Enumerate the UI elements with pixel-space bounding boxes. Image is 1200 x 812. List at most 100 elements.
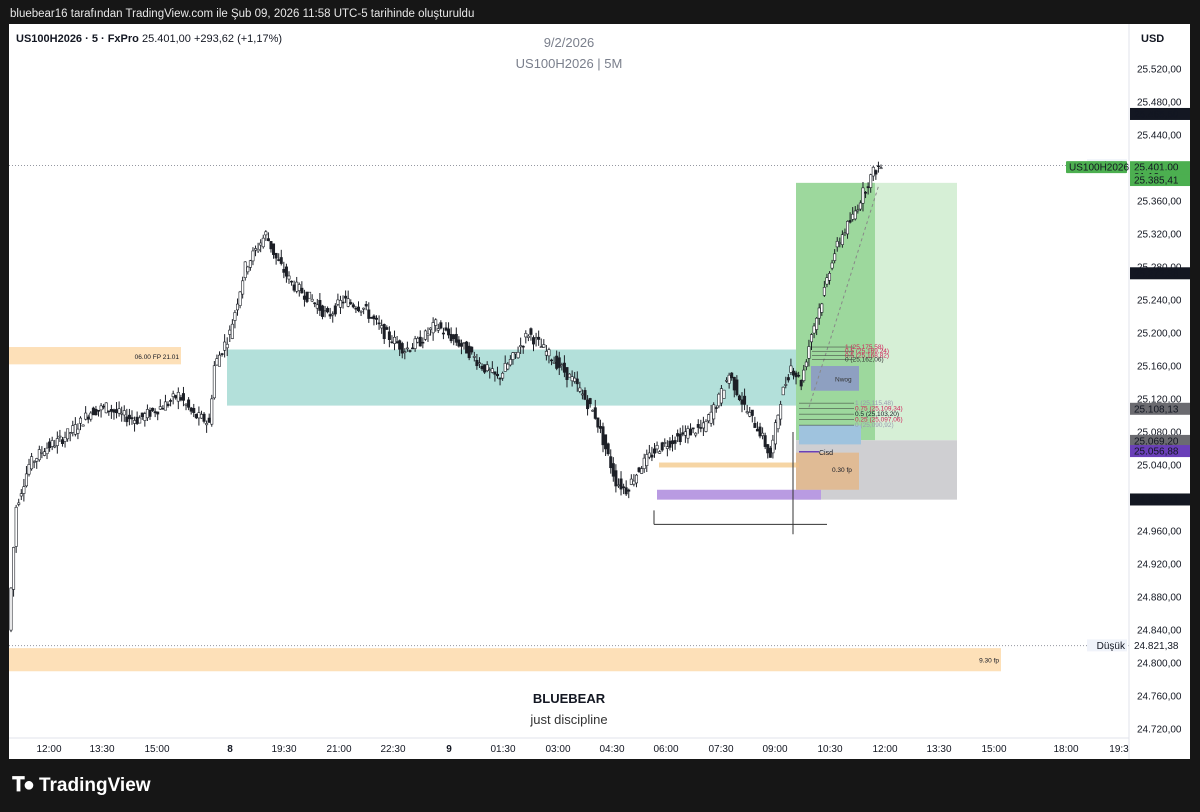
- candle-body: [78, 417, 82, 424]
- candle-body: [60, 439, 64, 444]
- candle-body: [799, 380, 803, 387]
- candle-body: [225, 343, 229, 349]
- last-price: 25.401,00: [141, 33, 191, 45]
- candle-body: [385, 327, 389, 330]
- candle-body: [454, 333, 458, 343]
- price-badge-bg: [1130, 161, 1190, 174]
- candle-body: [604, 434, 608, 450]
- currency-label[interactable]: USD: [1141, 33, 1165, 45]
- candle-body: [176, 391, 180, 402]
- candle-body: [444, 327, 448, 331]
- candle-body: [331, 313, 335, 316]
- candle-body: [434, 319, 438, 326]
- price-tick-label: 24.800,00: [1137, 659, 1182, 670]
- candle-body: [86, 416, 90, 420]
- candle-body: [699, 427, 703, 429]
- candle-body: [498, 377, 502, 380]
- candle-body: [135, 416, 139, 424]
- candle-body: [362, 307, 366, 310]
- candle-body: [284, 266, 288, 277]
- candle-body: [611, 463, 615, 477]
- candle-body: [279, 257, 283, 264]
- candle-body: [246, 266, 250, 273]
- candle-body: [758, 426, 762, 437]
- candle-body: [766, 444, 770, 454]
- candle-body: [671, 440, 675, 445]
- price-tick-label: 24.720,00: [1137, 725, 1182, 736]
- orange-fp-box: [796, 452, 859, 490]
- candle-body: [586, 399, 590, 410]
- candle-body: [493, 371, 497, 375]
- candles-layer: [9, 161, 883, 633]
- price-badge-label: 24.821,38: [1134, 641, 1179, 652]
- fib-upper-label: 0.5 (25,169,24): [845, 348, 889, 355]
- price-tick-label: 25.080,00: [1137, 428, 1182, 439]
- price-tick-label: 25.200,00: [1137, 329, 1182, 340]
- candle-body: [763, 435, 767, 447]
- candle-body: [292, 284, 296, 291]
- price-badge-bg: [1130, 267, 1190, 280]
- candle-body: [634, 474, 638, 484]
- candle-body: [712, 404, 716, 420]
- price-chart[interactable]: 06.00 FP 21.01 9.30 fp 0.30 fp Cisd Nwog 1 (2…: [9, 24, 1190, 759]
- time-tick-label: 19:3: [1109, 744, 1129, 755]
- candle-body: [228, 329, 232, 335]
- candle-body: [63, 437, 67, 442]
- candle-body: [591, 409, 595, 412]
- candle-body: [84, 412, 88, 420]
- time-tick-label: 06:00: [653, 744, 678, 755]
- candle-body: [341, 301, 345, 304]
- fp-bottom-label: 9.30 fp: [979, 658, 999, 665]
- candle-body: [846, 221, 850, 235]
- candle-body: [467, 345, 471, 359]
- candle-body: [161, 408, 165, 410]
- candle-body: [521, 345, 525, 348]
- candle-body: [256, 248, 260, 252]
- candle-body: [37, 449, 41, 461]
- candle-body: [179, 397, 183, 401]
- candle-body: [151, 407, 155, 411]
- time-tick-label: 12:00: [36, 744, 61, 755]
- candle-body: [210, 398, 214, 425]
- candle-body: [542, 344, 546, 348]
- candle-body: [810, 334, 814, 343]
- candle-body: [318, 300, 322, 311]
- candle-body: [192, 407, 196, 413]
- candle-body: [519, 345, 523, 348]
- candle-body: [112, 409, 116, 413]
- candle-body: [598, 426, 602, 429]
- candle-body: [40, 452, 44, 454]
- candle-body: [511, 352, 515, 360]
- candle-body: [429, 327, 433, 330]
- candle-body: [254, 248, 258, 251]
- candle-body: [879, 167, 883, 170]
- candle-body: [835, 241, 839, 248]
- candle-body: [848, 220, 852, 223]
- candle-body: [441, 332, 445, 335]
- candle-body: [354, 307, 358, 310]
- candle-body: [215, 358, 219, 366]
- tradingview-logo[interactable]: 𝐓● TradingView: [12, 774, 151, 797]
- candle-body: [457, 339, 461, 347]
- price-badge-bg: [1130, 434, 1190, 447]
- candle-body: [807, 346, 811, 359]
- chart-caption: bluebear16 tarafından TradingView.com il…: [10, 8, 475, 20]
- candle-body: [797, 374, 801, 377]
- candle-body: [236, 303, 240, 311]
- time-tick-label: 04:30: [599, 744, 624, 755]
- candle-body: [771, 439, 775, 454]
- chart-frame[interactable]: 06.00 FP 21.01 9.30 fp 0.30 fp Cisd Nwog 1 (2…: [9, 24, 1190, 759]
- candle-body: [122, 410, 126, 416]
- candle-body: [689, 428, 693, 436]
- candle-body: [694, 432, 698, 436]
- candle-body: [817, 307, 821, 319]
- symbol-name: US100H2026 · 5 · FxPro: [16, 33, 139, 45]
- candle-body: [133, 420, 137, 424]
- candle-body: [524, 333, 528, 338]
- candle-body: [550, 359, 554, 362]
- candle-body: [269, 241, 273, 250]
- candle-body: [300, 287, 304, 294]
- candle-body: [223, 341, 227, 351]
- candle-body: [781, 386, 785, 396]
- candle-body: [812, 325, 816, 334]
